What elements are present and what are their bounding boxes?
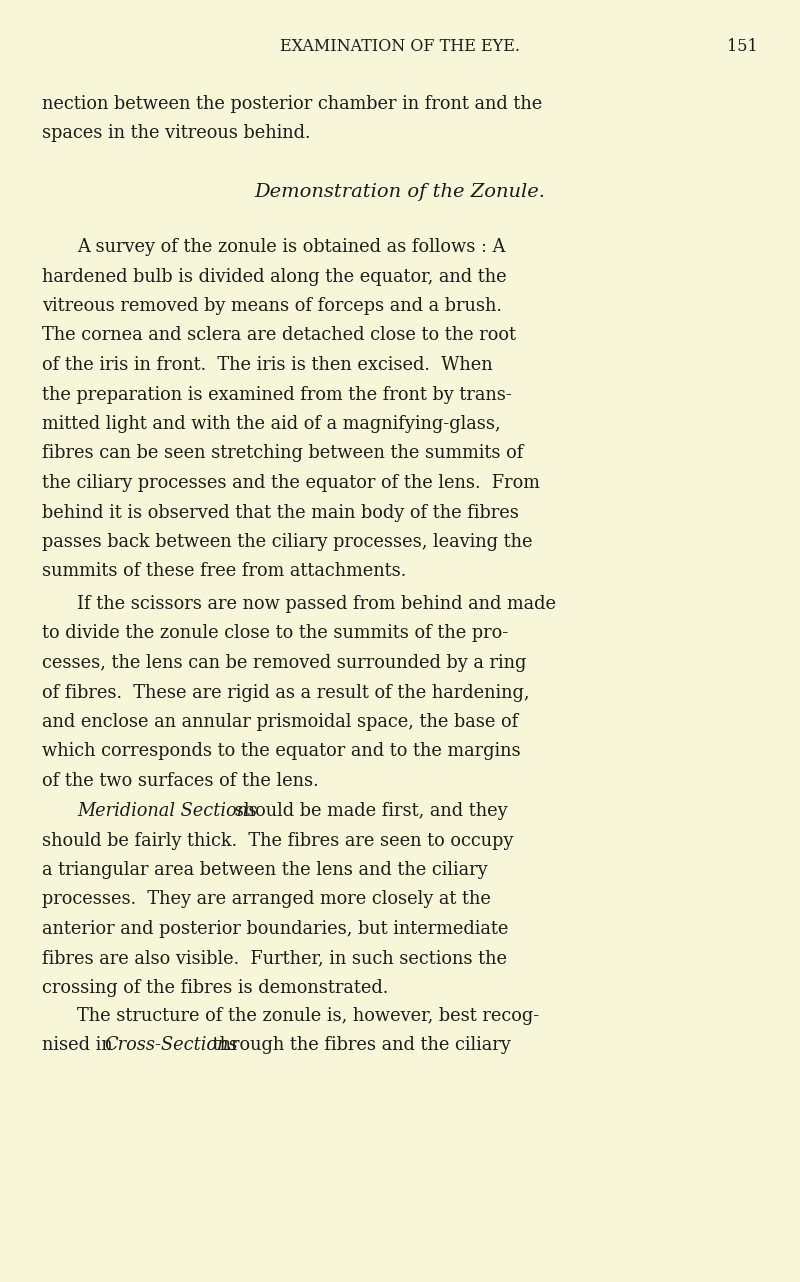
- Text: If the scissors are now passed from behind and made: If the scissors are now passed from behi…: [77, 595, 556, 613]
- Text: A survey of the zonule is obtained as follows : A: A survey of the zonule is obtained as fo…: [77, 238, 506, 256]
- Text: mitted light and with the aid of a magnifying-glass,: mitted light and with the aid of a magni…: [42, 415, 501, 433]
- Text: the ciliary processes and the equator of the lens.  From: the ciliary processes and the equator of…: [42, 474, 540, 492]
- Text: to divide the zonule close to the summits of the pro-: to divide the zonule close to the summit…: [42, 624, 508, 642]
- Text: fibres are also visible.  Further, in such sections the: fibres are also visible. Further, in suc…: [42, 950, 507, 968]
- Text: summits of these free from attachments.: summits of these free from attachments.: [42, 563, 406, 581]
- Text: spaces in the vitreous behind.: spaces in the vitreous behind.: [42, 124, 310, 142]
- Text: should be made first, and they: should be made first, and they: [229, 803, 508, 820]
- Text: the preparation is examined from the front by trans-: the preparation is examined from the fro…: [42, 386, 512, 404]
- Text: crossing of the fibres is demonstrated.: crossing of the fibres is demonstrated.: [42, 979, 388, 997]
- Text: of fibres.  These are rigid as a result of the hardening,: of fibres. These are rigid as a result o…: [42, 683, 530, 701]
- Text: Meridional Sections: Meridional Sections: [77, 803, 257, 820]
- Text: The structure of the zonule is, however, best recog-: The structure of the zonule is, however,…: [77, 1006, 539, 1026]
- Text: fibres can be seen stretching between the summits of: fibres can be seen stretching between th…: [42, 445, 523, 463]
- Text: nection between the posterior chamber in front and the: nection between the posterior chamber in…: [42, 95, 542, 113]
- Text: of the iris in front.  The iris is then excised.  When: of the iris in front. The iris is then e…: [42, 356, 493, 374]
- Text: of the two surfaces of the lens.: of the two surfaces of the lens.: [42, 772, 318, 790]
- Text: The cornea and sclera are detached close to the root: The cornea and sclera are detached close…: [42, 327, 516, 345]
- Text: nised in: nised in: [42, 1037, 118, 1055]
- Text: a triangular area between the lens and the ciliary: a triangular area between the lens and t…: [42, 862, 488, 879]
- Text: Demonstration of the Zonule.: Demonstration of the Zonule.: [254, 183, 546, 201]
- Text: passes back between the ciliary processes, leaving the: passes back between the ciliary processe…: [42, 533, 533, 551]
- Text: behind it is observed that the main body of the fibres: behind it is observed that the main body…: [42, 504, 519, 522]
- Text: anterior and posterior boundaries, but intermediate: anterior and posterior boundaries, but i…: [42, 920, 508, 938]
- Text: cesses, the lens can be removed surrounded by a ring: cesses, the lens can be removed surround…: [42, 654, 526, 672]
- Text: which corresponds to the equator and to the margins: which corresponds to the equator and to …: [42, 742, 521, 760]
- Text: hardened bulb is divided along the equator, and the: hardened bulb is divided along the equat…: [42, 268, 506, 286]
- Text: EXAMINATION OF THE EYE.: EXAMINATION OF THE EYE.: [280, 38, 520, 55]
- Text: vitreous removed by means of forceps and a brush.: vitreous removed by means of forceps and…: [42, 297, 502, 315]
- Text: Cross-Sections: Cross-Sections: [104, 1037, 238, 1055]
- Text: 151: 151: [727, 38, 758, 55]
- Text: should be fairly thick.  The fibres are seen to occupy: should be fairly thick. The fibres are s…: [42, 832, 514, 850]
- Text: through the fibres and the ciliary: through the fibres and the ciliary: [207, 1037, 510, 1055]
- Text: and enclose an annular prismoidal space, the base of: and enclose an annular prismoidal space,…: [42, 713, 518, 731]
- Text: processes.  They are arranged more closely at the: processes. They are arranged more closel…: [42, 891, 491, 909]
